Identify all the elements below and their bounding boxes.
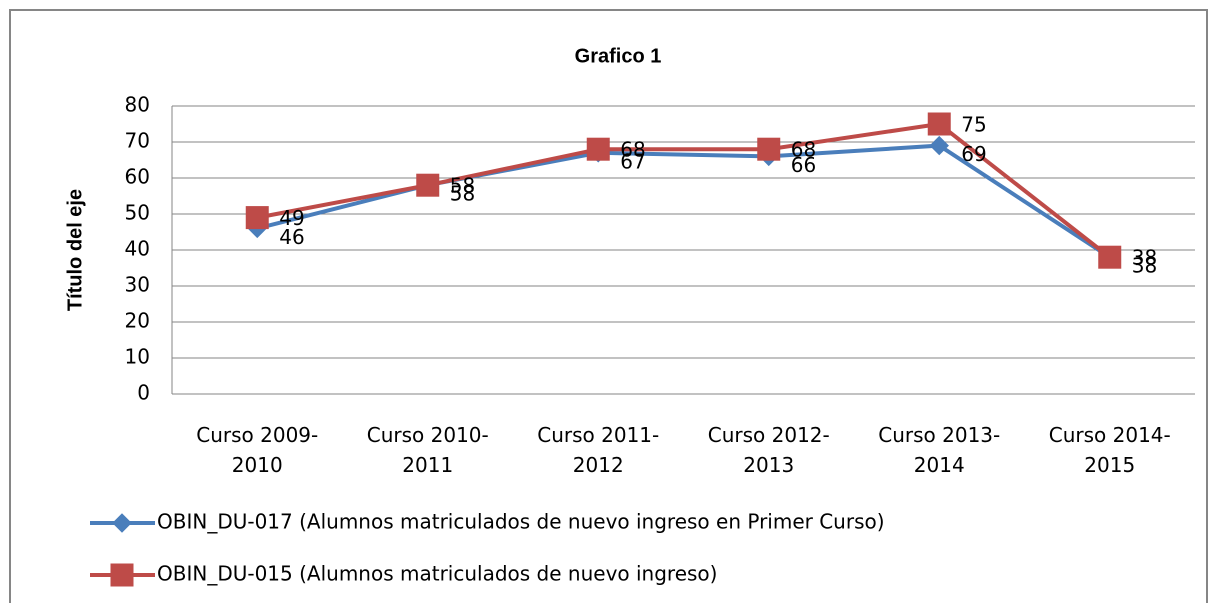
data-label: 38 <box>1132 246 1157 270</box>
data-point <box>757 137 781 161</box>
y-tick-label: 60 <box>125 165 150 189</box>
x-tick-label: Curso 2014-2015 <box>1049 423 1171 477</box>
series-line <box>256 121 1111 259</box>
data-point <box>245 206 269 230</box>
data-label: 58 <box>450 174 475 198</box>
y-tick-label: 20 <box>125 309 150 333</box>
legend-marker <box>112 513 132 533</box>
data-label: 66 <box>791 153 816 177</box>
data-label: 69 <box>961 142 986 166</box>
data-label: 75 <box>961 113 986 137</box>
data-point <box>1098 245 1122 269</box>
legend-marker <box>110 563 134 587</box>
y-tick-label: 0 <box>137 381 150 405</box>
data-label: 38 <box>1132 254 1157 278</box>
legend-label: OBIN_DU-015 (Alumnos matriculados de nue… <box>157 562 717 586</box>
data-label: 46 <box>279 225 304 249</box>
x-tick-label: Curso 2010-2011 <box>367 423 489 477</box>
legend-label: OBIN_DU-017 (Alumnos matriculados de nue… <box>157 510 885 534</box>
data-point <box>929 135 949 156</box>
y-tick-label: 10 <box>125 345 150 369</box>
data-point <box>586 137 610 161</box>
y-tick-label: 70 <box>125 129 150 153</box>
y-tick-label: 50 <box>125 201 150 225</box>
x-tick-label: Curso 2013-2014 <box>878 423 1000 477</box>
chart-title: Grafico 1 <box>575 45 662 67</box>
x-tick-label: Curso 2011-2012 <box>537 423 659 477</box>
data-label: 58 <box>450 182 475 206</box>
y-axis-title: Título del eje <box>64 189 86 311</box>
chart-border <box>9 9 1208 603</box>
data-label: 67 <box>620 149 645 173</box>
data-point <box>416 173 440 197</box>
data-label: 68 <box>791 138 816 162</box>
x-tick-label: Curso 2012-2013 <box>708 423 830 477</box>
y-tick-label: 30 <box>125 273 150 297</box>
y-tick-label: 80 <box>125 93 150 117</box>
data-point <box>927 112 951 136</box>
y-tick-label: 40 <box>125 237 150 261</box>
data-label: 68 <box>620 138 645 162</box>
data-label: 49 <box>279 206 304 230</box>
x-tick-label: Curso 2009-2010 <box>196 423 318 477</box>
